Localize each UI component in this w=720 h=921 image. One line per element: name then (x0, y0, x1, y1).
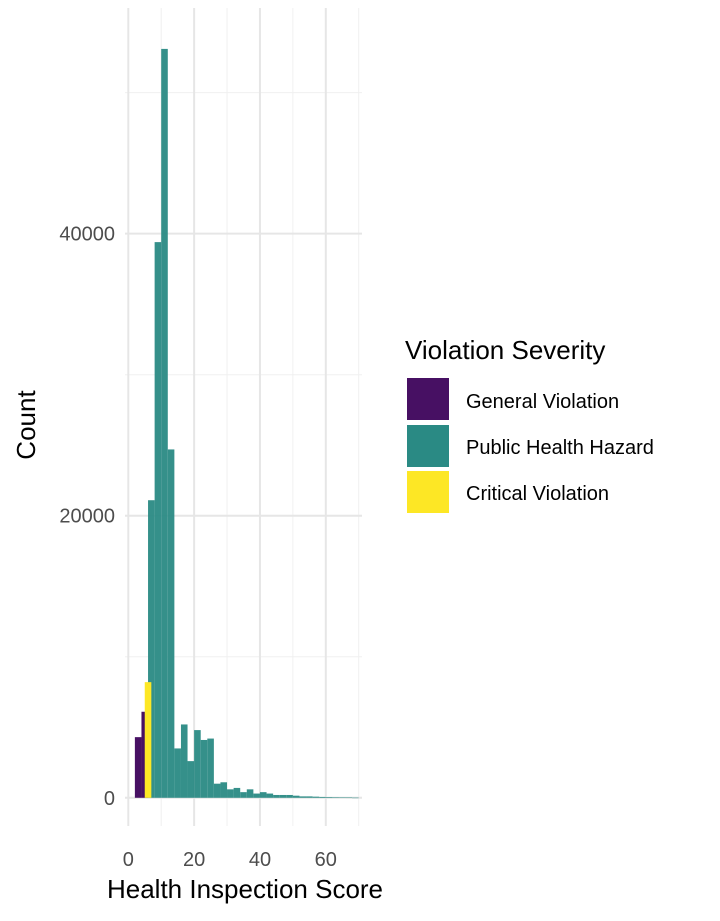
legend-label-public-health-hazard: Public Health Hazard (466, 437, 654, 459)
bar-public-health-hazard (246, 789, 254, 798)
bar-public-health-hazard (319, 796, 326, 798)
y-axis-tick-labels: 0 20000 40000 (59, 224, 115, 810)
bar-public-health-hazard (194, 730, 201, 798)
bar-public-health-hazard (227, 789, 234, 798)
bar-public-health-hazard (187, 761, 195, 798)
bar-public-health-hazard (325, 797, 333, 798)
y-tick-label: 40000 (59, 224, 115, 246)
bar-public-health-hazard (279, 794, 287, 798)
bar-public-health-hazard (213, 783, 221, 798)
bar-critical-violation (144, 682, 152, 798)
x-axis-tick-labels: 0 20 40 60 (123, 849, 337, 871)
legend-key-general-violation (407, 378, 449, 420)
bar-public-health-hazard (299, 796, 307, 798)
legend: Violation Severity General Violation Pub… (405, 335, 654, 513)
bar-public-health-hazard (338, 797, 346, 798)
bar-public-health-hazard (266, 793, 274, 798)
bar-public-health-hazard (154, 242, 162, 798)
x-axis-title: Health Inspection Score (107, 874, 383, 904)
bar-public-health-hazard (200, 739, 208, 798)
legend-key-critical-violation (407, 471, 449, 513)
bar-public-health-hazard (286, 794, 293, 798)
bar-general-violation (134, 737, 142, 798)
bar-public-health-hazard (207, 738, 214, 798)
bar-public-health-hazard (148, 500, 155, 798)
bar-public-health-hazard (332, 797, 339, 798)
bar-public-health-hazard (180, 724, 188, 798)
y-tick-label: 0 (104, 788, 115, 810)
bar-public-health-hazard (174, 748, 181, 798)
legend-key-public-health-hazard (407, 425, 449, 467)
bar-public-health-hazard (306, 796, 313, 798)
bar-public-health-hazard (167, 449, 175, 798)
bar-public-health-hazard (312, 796, 320, 798)
x-tick-label: 20 (183, 849, 205, 871)
bar-public-health-hazard (292, 795, 300, 798)
histogram-bars (134, 48, 359, 799)
x-tick-label: 0 (123, 849, 134, 871)
bar-public-health-hazard (273, 794, 280, 798)
legend-title: Violation Severity (405, 335, 605, 365)
bar-public-health-hazard (233, 787, 241, 798)
bar-public-health-hazard (259, 792, 267, 798)
y-axis-title: Count (11, 390, 41, 460)
bar-public-health-hazard (240, 792, 247, 798)
legend-label-critical-violation: Critical Violation (466, 483, 609, 505)
x-tick-label: 60 (315, 849, 337, 871)
bar-public-health-hazard (352, 797, 359, 799)
bar-public-health-hazard (220, 782, 228, 798)
x-tick-label: 40 (249, 849, 271, 871)
bar-public-health-hazard (253, 793, 260, 798)
bar-public-health-hazard (345, 797, 353, 799)
legend-label-general-violation: General Violation (466, 391, 619, 413)
bar-public-health-hazard (161, 48, 168, 798)
y-tick-label: 20000 (59, 506, 115, 528)
